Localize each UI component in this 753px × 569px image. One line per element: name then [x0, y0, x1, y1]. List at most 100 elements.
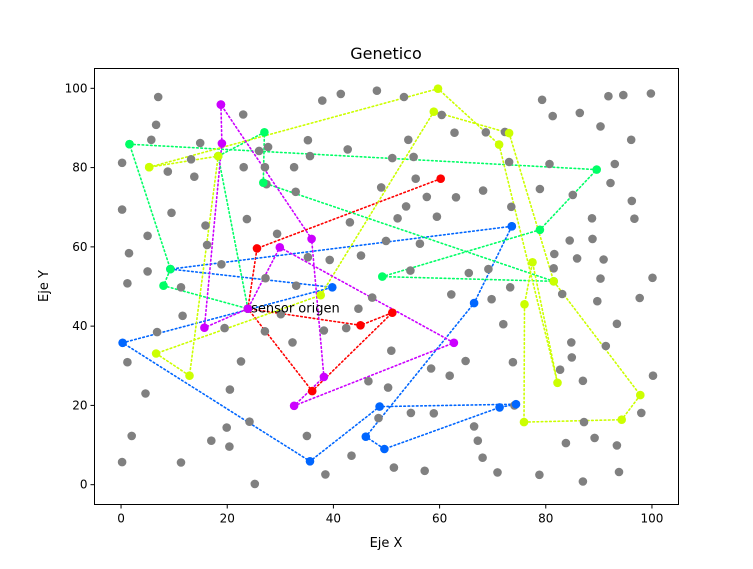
route-point-2 [378, 272, 387, 281]
route-point-1 [495, 403, 504, 412]
x-axis-label: Eje X [370, 536, 403, 551]
sensor-point [499, 319, 508, 329]
sensor-point [409, 152, 418, 162]
route-point-1 [118, 338, 127, 348]
sensor-point [201, 221, 210, 230]
route-point-4 [307, 234, 316, 244]
x-tick-label: 60 [432, 512, 447, 526]
sensor-point [336, 89, 346, 99]
sensor-point [478, 453, 487, 463]
route-point-1 [361, 432, 371, 442]
sensor-point [143, 267, 152, 276]
route-point-1 [511, 399, 521, 409]
sensor-point [387, 346, 396, 356]
x-tick-label: 0 [117, 512, 125, 526]
sensor-point [473, 436, 483, 446]
annotation-layer: sensor origen [251, 301, 340, 316]
sensor-point [288, 338, 297, 347]
chart-title: Genetico [350, 44, 422, 63]
route-point-1 [328, 283, 337, 292]
sensor-point [151, 120, 161, 130]
sensor-point [178, 311, 187, 321]
sensor-point [578, 477, 588, 486]
sensor-point [117, 158, 127, 168]
sensor-point [347, 451, 356, 461]
route-point-4 [216, 100, 226, 109]
route-point-4 [289, 401, 299, 411]
sensor-point [222, 423, 231, 432]
route-point-3 [151, 349, 161, 358]
sensor-point [302, 431, 312, 441]
sensor-point [596, 122, 605, 131]
sensor-point [537, 95, 547, 105]
sensor-point [420, 466, 430, 476]
sensor-point [225, 385, 235, 394]
sensor-point [225, 442, 234, 451]
sensor-point [124, 248, 134, 258]
sensor-point [195, 138, 205, 148]
route-point-3 [617, 415, 626, 425]
sensor-point [504, 157, 514, 167]
sensor-point [579, 417, 589, 427]
sensor-point [535, 184, 545, 194]
sensor-point [153, 92, 163, 102]
sensor-point [367, 293, 377, 302]
sensor-point [630, 214, 639, 223]
sensor-point [545, 159, 554, 169]
route-point-2 [592, 165, 601, 174]
sensor-point [549, 264, 558, 273]
sensor-point [260, 327, 270, 336]
y-tick-label: 20 [72, 398, 87, 412]
plot-frame [94, 68, 679, 505]
y-axis-label: Eje Y [37, 270, 52, 302]
y-tick-label: 40 [72, 319, 87, 333]
route-point-0 [252, 244, 262, 253]
sensor-layer [117, 86, 658, 489]
sensor-point [604, 91, 613, 101]
route-path-1 [120, 225, 517, 463]
route-point-2 [535, 225, 545, 235]
route-point-3 [316, 290, 326, 300]
sensor-point [217, 260, 226, 269]
route-point-4 [200, 323, 209, 333]
sensor-point [406, 408, 416, 418]
sensor-point [354, 304, 363, 314]
route-point-3 [144, 162, 154, 172]
sensor-point [450, 128, 459, 137]
sensor-point [610, 159, 620, 169]
sensor-point [305, 151, 315, 161]
sensor-point [447, 290, 456, 299]
sensor-point [341, 323, 351, 333]
sensor-point [167, 208, 176, 218]
sensor-point [451, 193, 461, 202]
route-point-4 [217, 139, 227, 148]
sensor-point [123, 279, 132, 288]
route-point-1 [507, 222, 517, 231]
sensor-point [117, 457, 127, 467]
sensor-point [401, 202, 411, 211]
sensor-point [590, 433, 599, 443]
sensor-point [236, 357, 246, 366]
sensor-point [276, 309, 286, 319]
sensor-point [117, 205, 127, 214]
route-point-3 [433, 84, 443, 93]
sensor-point [578, 376, 588, 386]
sensor-point [250, 479, 260, 489]
sensor-point [123, 357, 132, 367]
sensor-point [163, 167, 173, 176]
sensor-point [406, 266, 415, 275]
sensor-point [238, 110, 248, 119]
annotation-label: sensor origen [251, 301, 340, 316]
sensor-point [260, 162, 270, 172]
sensor-point [535, 470, 544, 480]
route-point-3 [528, 258, 537, 267]
sensor-point [376, 183, 386, 192]
route-point-4 [449, 338, 459, 348]
x-tick-label: 20 [220, 512, 235, 526]
sensor-point [291, 281, 301, 291]
route-point-0 [388, 308, 397, 318]
route-point-2 [260, 128, 269, 137]
sensor-point [568, 190, 578, 200]
sensor-point [587, 214, 597, 223]
